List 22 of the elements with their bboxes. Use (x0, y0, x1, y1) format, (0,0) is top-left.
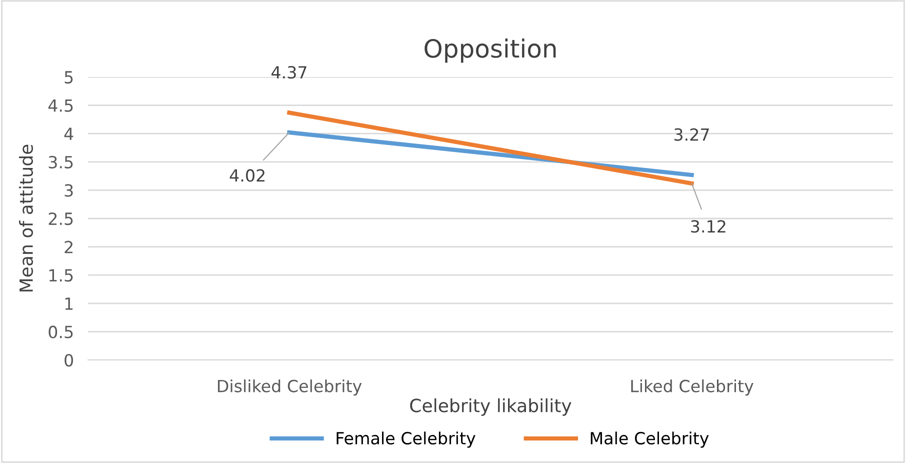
y-tick-label: 1.5 (49, 269, 73, 282)
x-tick-label: Liked Celebrity (631, 379, 754, 396)
y-tick-label: 2 (64, 240, 72, 254)
legend-label: Female Celebrity (336, 432, 476, 448)
y-tick-label: 1 (65, 298, 73, 310)
y-tick-label: 4 (64, 128, 74, 140)
data-label: 4.02 (230, 169, 264, 182)
x-axis-title: Celebrity likability (410, 398, 572, 416)
data-label: 3.12 (691, 220, 726, 233)
legend-label: Male Celebrity (590, 432, 709, 448)
y-tick-label: 2.5 (48, 212, 73, 226)
y-tick-label: 0 (64, 354, 74, 367)
chart-title: Opposition (424, 38, 556, 63)
y-tick-label: 3.5 (48, 156, 73, 168)
data-label: 4.37 (272, 66, 306, 79)
data-label: 3.27 (674, 128, 709, 141)
y-axis-title: Mean of attitude (19, 144, 33, 292)
y-tick-label: 3 (64, 184, 73, 197)
y-tick-label: 5 (64, 71, 73, 84)
y-tick-label: 0.5 (48, 326, 73, 338)
y-tick-label: 4.5 (48, 99, 73, 112)
x-tick-label: Disliked Celebrity (218, 379, 362, 396)
